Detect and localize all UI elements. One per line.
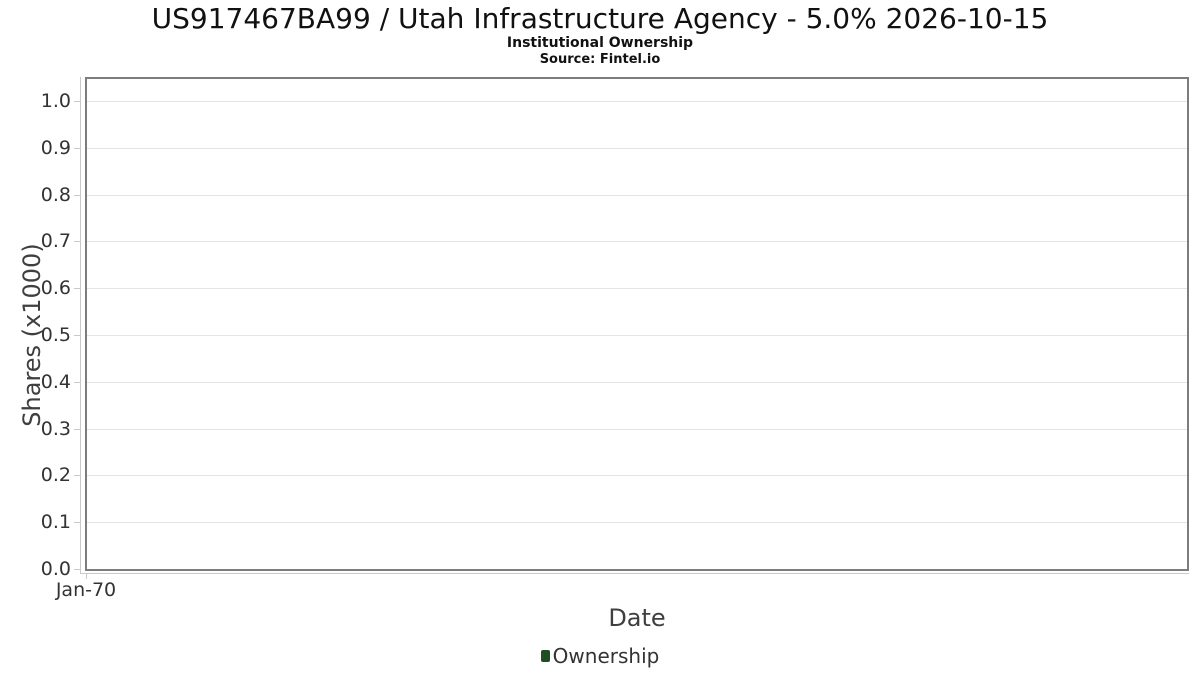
y-gridline <box>87 101 1187 102</box>
chart-source: Source: Fintel.io <box>539 52 661 67</box>
y-tick-label: 0.5 <box>40 324 71 346</box>
x-axis-title: Date <box>608 604 666 632</box>
y-axis-tick <box>74 335 80 336</box>
legend-item-ownership[interactable]: Ownership <box>540 644 660 668</box>
y-tick-label: 0.2 <box>40 464 71 486</box>
y-gridline <box>87 148 1187 149</box>
y-tick-label: 0.8 <box>40 184 71 206</box>
y-tick-label: 0.7 <box>40 230 71 252</box>
y-axis-line <box>80 77 81 574</box>
y-axis-tick <box>74 522 80 523</box>
y-gridline <box>87 335 1187 336</box>
y-tick-label: 0.6 <box>40 277 71 299</box>
legend-label: Ownership <box>552 644 660 668</box>
chart-title: US917467BA99 / Utah Infrastructure Agenc… <box>151 2 1049 35</box>
y-axis-tick <box>74 569 80 570</box>
x-axis-line <box>80 573 1189 574</box>
y-tick-label: 0.0 <box>40 558 71 580</box>
y-gridline <box>87 288 1187 289</box>
y-gridline <box>87 475 1187 476</box>
y-gridline <box>87 195 1187 196</box>
y-axis-tick <box>74 148 80 149</box>
y-gridline <box>87 241 1187 242</box>
y-axis-tick <box>74 288 80 289</box>
y-axis-tick <box>74 475 80 476</box>
y-tick-label: 1.0 <box>40 90 71 112</box>
y-gridline <box>87 429 1187 430</box>
chart-subtitle: Institutional Ownership <box>506 35 694 51</box>
y-tick-label: 0.9 <box>40 137 71 159</box>
y-axis-tick <box>74 101 80 102</box>
legend-marker-square <box>540 650 550 662</box>
legend: Ownership <box>0 644 1200 668</box>
y-tick-label: 0.4 <box>40 371 71 393</box>
y-gridline <box>87 522 1187 523</box>
plot-area <box>85 77 1189 571</box>
y-axis-tick <box>74 429 80 430</box>
x-axis-tick <box>86 573 87 579</box>
y-gridline <box>87 382 1187 383</box>
y-axis-tick <box>74 241 80 242</box>
y-axis-tick <box>74 195 80 196</box>
y-axis-tick <box>74 382 80 383</box>
y-tick-label: 0.1 <box>40 511 71 533</box>
x-tick-label: Jan-70 <box>55 579 117 601</box>
y-tick-label: 0.3 <box>40 418 71 440</box>
